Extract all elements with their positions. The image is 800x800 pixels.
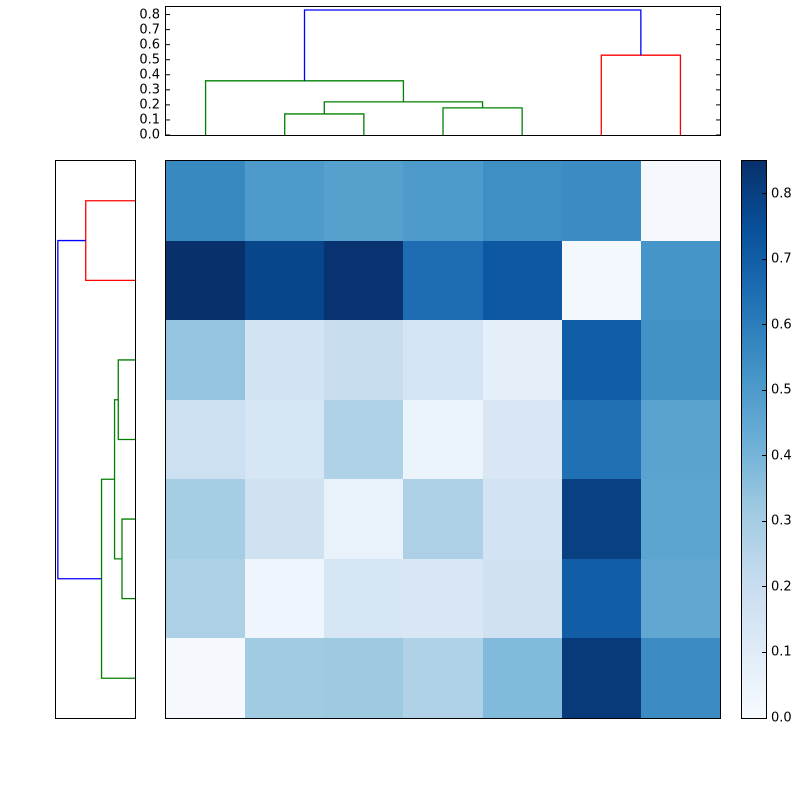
top-axis-tick-label: 0.1 (139, 112, 160, 128)
heatmap-cell (482, 479, 562, 559)
dendrogram-link (323, 101, 484, 114)
top-axis-tick-label: 0.3 (139, 82, 160, 98)
heatmap-cell (482, 558, 562, 639)
heatmap-cell (245, 638, 325, 718)
heatmap-cell (561, 161, 641, 241)
heatmap-cell (561, 638, 641, 718)
colorbar-tick-label: 0.2 (771, 579, 792, 595)
dendrogram-link (100, 478, 135, 679)
heatmap-cell (640, 399, 720, 480)
heatmap-cell (561, 240, 641, 321)
heatmap-cell (166, 479, 246, 559)
dendrogram-link (57, 239, 102, 580)
top-dendrogram (166, 9, 720, 135)
heatmap-cell (324, 320, 404, 400)
heatmap-cell (324, 240, 404, 321)
dendrogram-link (442, 107, 523, 135)
heatmap-cell (640, 320, 720, 400)
colorbar (741, 160, 767, 719)
heatmap-cell (640, 638, 720, 718)
heatmap-cell (403, 638, 483, 718)
dendrogram-link (117, 359, 135, 441)
top-axis-tick-label: 0.7 (139, 22, 160, 38)
heatmap-cell (324, 558, 404, 639)
heatmap-cell (324, 399, 404, 480)
dendrogram-link (204, 80, 405, 135)
heatmap-cell (324, 161, 404, 241)
top-axis-tick-label: 0.6 (139, 37, 160, 53)
heatmap-cell (245, 161, 325, 241)
heatmap-cell (482, 240, 562, 321)
heatmap-cell (166, 320, 246, 400)
heatmap-cell (403, 320, 483, 400)
left-dendrogram (57, 200, 135, 679)
heatmap-cell (640, 161, 720, 241)
heatmap-cell (482, 320, 562, 400)
heatmap-cell (245, 479, 325, 559)
colorbar-tick-label: 0.3 (771, 513, 792, 529)
heatmap-cell (324, 638, 404, 718)
heatmap-cell (166, 240, 246, 321)
heatmap-cell (482, 638, 562, 718)
colorbar-tick-label: 0.1 (771, 644, 792, 660)
dendrogram-link (600, 54, 682, 135)
heatmap-cell (245, 240, 325, 321)
heatmap-cell (640, 479, 720, 559)
dendrogram-link (121, 518, 135, 600)
heatmap-cell (561, 479, 641, 559)
heatmap-cell (640, 558, 720, 639)
colorbar-tick-label: 0.5 (771, 382, 792, 398)
dendrogram-link (284, 113, 365, 135)
heatmap-cell (403, 399, 483, 480)
heatmap-cell (561, 558, 641, 639)
heatmap-cell (561, 320, 641, 400)
heatmap-cell (166, 399, 246, 480)
heatmap-cell (245, 320, 325, 400)
heatmap-cell (324, 479, 404, 559)
heatmap-cell (640, 240, 720, 321)
top-axis-tick-label: 0.4 (139, 67, 160, 83)
heatmap-cell (482, 399, 562, 480)
heatmap-cell (166, 161, 246, 241)
colorbar-tick-label: 0.7 (771, 251, 792, 267)
top-axis-tick-label: 0.5 (139, 52, 160, 68)
heatmap-cell (403, 161, 483, 241)
heatmap-cell (245, 399, 325, 480)
top-axis-tick-label: 0.8 (139, 7, 160, 23)
dendrogram-link (303, 9, 642, 81)
heatmap-cell (482, 161, 562, 241)
heatmap-cell (403, 558, 483, 639)
heatmap-cell (561, 399, 641, 480)
dendrogram-link (85, 200, 135, 282)
heatmap-cell (403, 479, 483, 559)
top-axis-tick-label: 0.2 (139, 97, 160, 113)
heatmap-cell (166, 558, 246, 639)
colorbar-tick-label: 0.0 (771, 710, 792, 726)
top-dendrogram-axes (165, 6, 721, 136)
colorbar-gradient (742, 161, 766, 718)
colorbar-tick-label: 0.4 (771, 448, 792, 464)
heatmap-cell (403, 240, 483, 321)
heatmap-cell (245, 558, 325, 639)
top-axis-tick-label: 0.0 (139, 127, 160, 143)
left-dendrogram-axes (55, 160, 136, 719)
colorbar-tick-label: 0.6 (771, 317, 792, 333)
heatmap-cell (166, 638, 246, 718)
heatmap (165, 160, 721, 719)
colorbar-tick-label: 0.8 (771, 186, 792, 202)
